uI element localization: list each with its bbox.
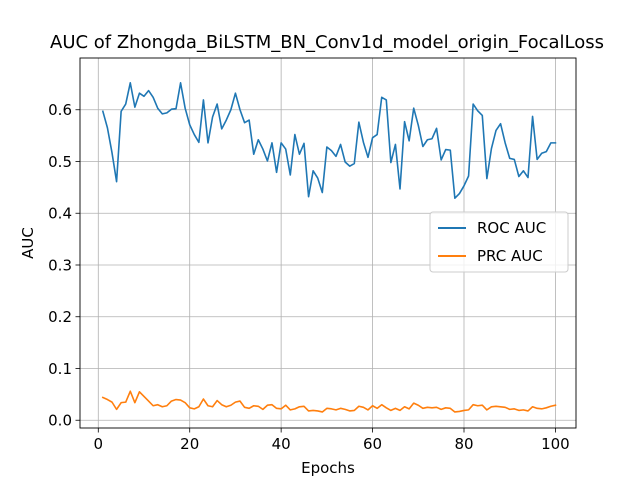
y-tick-label: 0.0 xyxy=(48,412,72,430)
plot-frame xyxy=(79,57,577,429)
x-tick-label: 0 xyxy=(94,435,104,453)
legend-label-prc: PRC AUC xyxy=(477,247,543,265)
y-tick-label: 0.1 xyxy=(48,360,72,378)
y-axis-label: AUC xyxy=(19,227,37,259)
chart-title: AUC of Zhongda_BiLSTM_BN_Conv1d_model_or… xyxy=(50,32,604,53)
x-tick-label: 60 xyxy=(363,435,382,453)
legend-label-roc: ROC AUC xyxy=(477,219,546,237)
x-axis-ticks: 0 20 40 60 80 100 xyxy=(94,428,570,453)
y-tick-label: 0.6 xyxy=(48,101,72,119)
prc-auc-line xyxy=(101,390,557,413)
y-axis-ticks: 0.0 0.1 0.2 0.3 0.4 0.5 0.6 xyxy=(48,101,80,430)
series-layer xyxy=(101,82,557,413)
y-tick-label: 0.2 xyxy=(48,308,72,326)
x-tick-label: 40 xyxy=(272,435,291,453)
y-tick-label: 0.4 xyxy=(48,205,72,223)
x-tick-label: 100 xyxy=(541,435,570,453)
roc-auc-line xyxy=(101,82,557,200)
x-axis-label: Epochs xyxy=(301,459,355,477)
y-tick-label: 0.5 xyxy=(48,153,72,171)
x-tick-label: 80 xyxy=(454,435,473,453)
legend: ROC AUC PRC AUC xyxy=(429,211,569,273)
y-tick-label: 0.3 xyxy=(48,256,72,274)
x-tick-label: 20 xyxy=(180,435,199,453)
